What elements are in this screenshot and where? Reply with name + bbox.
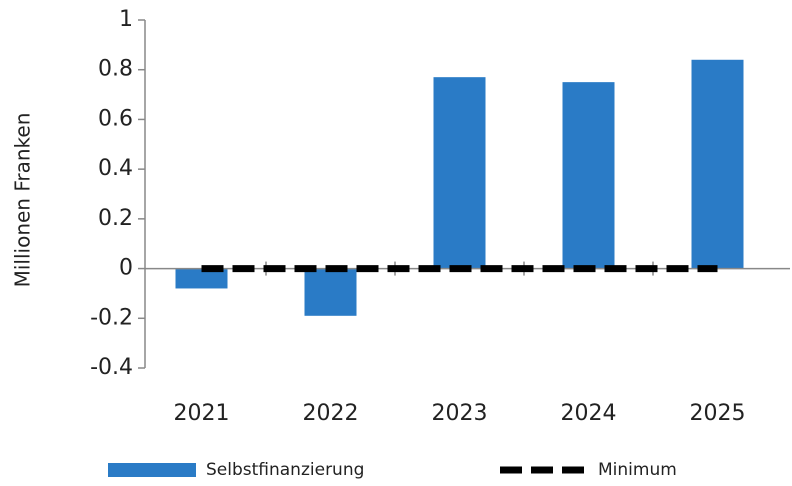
bar <box>691 59 744 269</box>
y-tick-label: 0.4 <box>98 156 133 181</box>
x-tick-label: 2022 <box>303 401 359 426</box>
y-tick-label: 0.8 <box>98 57 133 82</box>
bar <box>433 77 486 269</box>
legend-label: Selbstfinanzierung <box>206 460 364 480</box>
legend-label: Minimum <box>598 460 677 480</box>
x-tick-label: 2023 <box>432 401 488 426</box>
bar <box>304 268 357 316</box>
bar <box>175 268 228 289</box>
y-tick-label: 0.2 <box>98 206 133 231</box>
bar <box>562 82 615 269</box>
y-tick-label: 1 <box>119 7 133 32</box>
x-tick-label: 2025 <box>690 401 746 426</box>
y-tick-label: 0.6 <box>98 106 133 131</box>
y-tick-label: 0 <box>119 256 133 281</box>
y-axis-label: Millionen Franken <box>11 113 35 288</box>
y-tick-label: -0.2 <box>90 305 133 330</box>
x-tick-label: 2024 <box>561 401 617 426</box>
x-tick-label: 2021 <box>174 401 230 426</box>
legend-swatch <box>108 463 196 477</box>
y-tick-label: -0.4 <box>90 355 133 380</box>
